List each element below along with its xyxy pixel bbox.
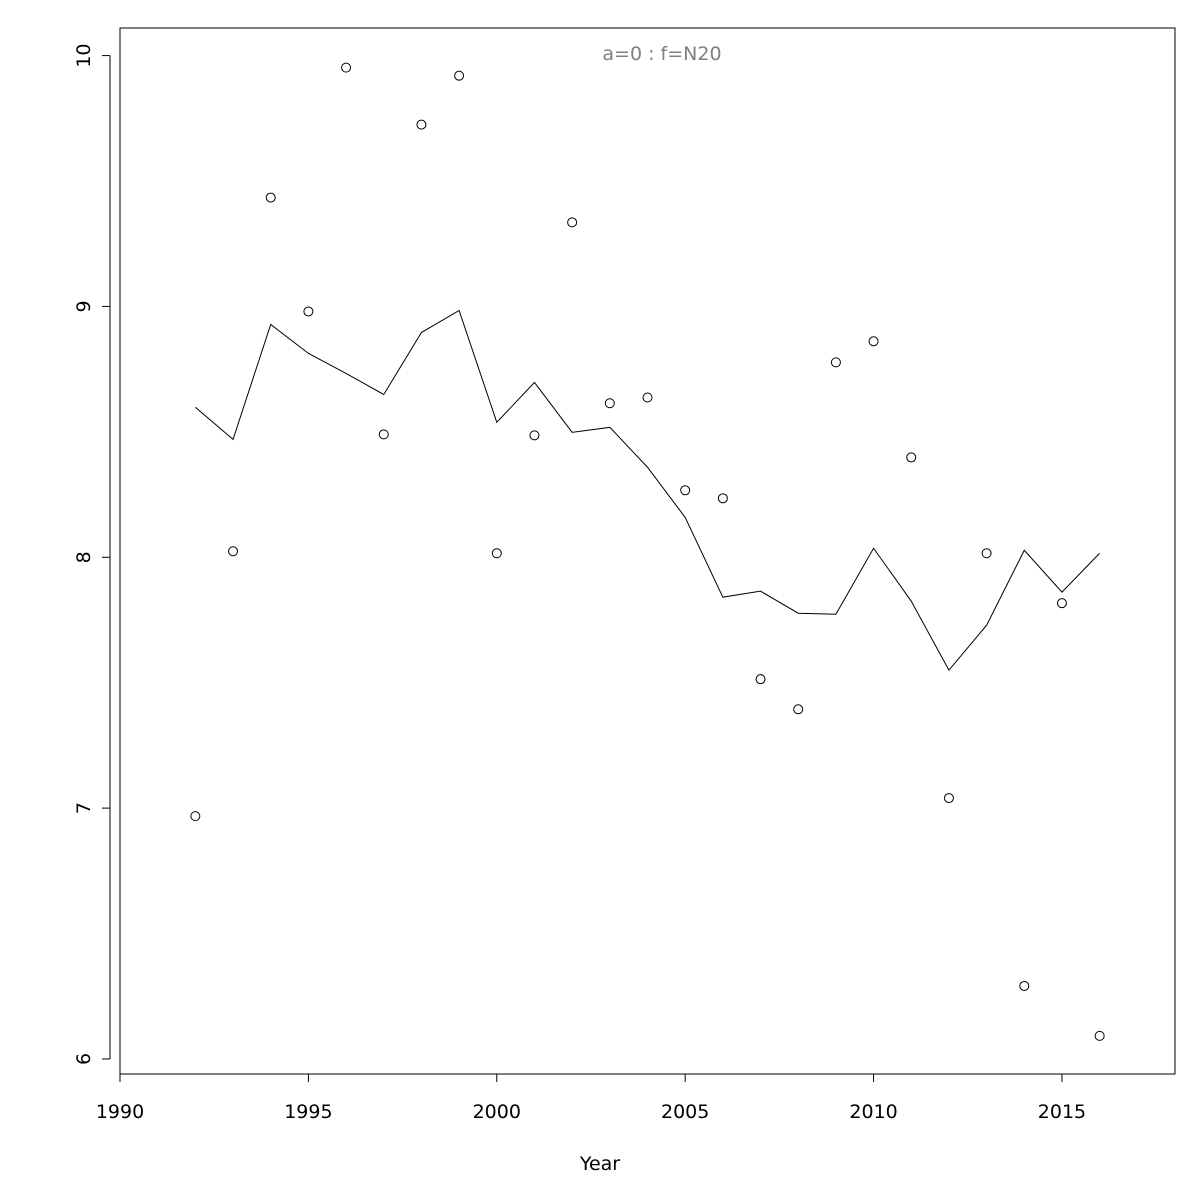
point bbox=[265, 192, 276, 203]
x-tick-label: 1990 bbox=[96, 1101, 144, 1123]
x-axis-label: Year bbox=[579, 1153, 620, 1175]
chart-title: a=0 : f=N20 bbox=[602, 43, 721, 65]
point bbox=[717, 493, 728, 504]
plot-frame bbox=[119, 27, 1176, 1075]
point bbox=[755, 674, 766, 685]
point bbox=[190, 811, 201, 822]
point bbox=[981, 548, 992, 559]
point bbox=[1019, 980, 1030, 991]
point bbox=[341, 62, 352, 73]
x-tick-label: 2000 bbox=[473, 1101, 521, 1123]
point bbox=[793, 704, 804, 715]
point bbox=[378, 429, 389, 440]
point bbox=[228, 546, 239, 557]
x-tick-label: 2010 bbox=[849, 1101, 897, 1123]
point bbox=[604, 398, 615, 409]
point bbox=[943, 793, 954, 804]
y-tick-label: 6 bbox=[73, 1053, 95, 1065]
y-tick-label: 9 bbox=[73, 300, 95, 312]
x-tick-label: 2015 bbox=[1038, 1101, 1086, 1123]
x-tick-label: 2005 bbox=[661, 1101, 709, 1123]
point bbox=[906, 452, 917, 463]
y-tick-label: 7 bbox=[73, 802, 95, 814]
point bbox=[830, 357, 841, 368]
point bbox=[416, 119, 427, 130]
point bbox=[491, 548, 502, 559]
y-tick-label: 8 bbox=[73, 551, 95, 563]
point bbox=[680, 485, 691, 496]
line bbox=[195, 309, 1100, 672]
point bbox=[1094, 1030, 1105, 1041]
point bbox=[303, 306, 314, 317]
point bbox=[529, 430, 540, 441]
point bbox=[868, 336, 879, 347]
y-tick-label: 10 bbox=[73, 43, 95, 67]
point bbox=[454, 70, 465, 81]
x-tick-label: 1995 bbox=[284, 1101, 332, 1123]
point bbox=[1056, 598, 1067, 609]
point bbox=[567, 217, 578, 228]
point bbox=[642, 392, 653, 403]
